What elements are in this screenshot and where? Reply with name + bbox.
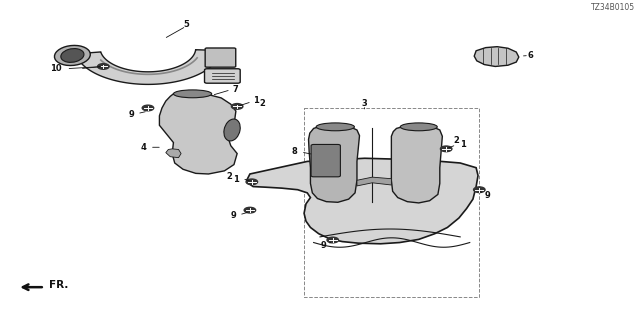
Circle shape [474,187,485,193]
Text: 10: 10 [51,64,62,73]
Ellipse shape [224,119,240,141]
Text: FR.: FR. [49,280,68,290]
FancyBboxPatch shape [205,48,236,67]
Text: 6: 6 [527,51,533,60]
FancyBboxPatch shape [205,69,240,83]
Text: TZ34B0105: TZ34B0105 [591,3,636,12]
Text: 9: 9 [128,110,134,119]
Ellipse shape [61,49,84,62]
Text: 3: 3 [362,99,367,108]
Polygon shape [308,124,360,202]
Bar [304,108,479,297]
Polygon shape [474,47,519,67]
Text: 7: 7 [232,84,238,94]
Text: 2: 2 [259,100,266,108]
Ellipse shape [173,90,212,98]
Text: 9: 9 [484,191,490,200]
Circle shape [244,207,255,213]
Circle shape [98,64,109,69]
Circle shape [440,146,452,152]
Text: 9: 9 [230,211,236,220]
Polygon shape [76,50,221,84]
Circle shape [142,105,154,111]
Polygon shape [166,149,181,158]
Ellipse shape [400,123,437,131]
Text: 1: 1 [253,96,259,105]
Text: 1: 1 [460,140,466,148]
Circle shape [246,179,257,185]
Ellipse shape [54,45,90,66]
Polygon shape [246,158,478,244]
Polygon shape [159,92,237,174]
Text: 2: 2 [454,137,460,146]
Circle shape [327,237,339,243]
Polygon shape [392,124,442,203]
Text: 5: 5 [183,20,189,29]
Text: 1: 1 [232,175,239,184]
Text: 4: 4 [141,143,147,152]
FancyBboxPatch shape [311,144,340,177]
Text: 9: 9 [321,241,326,250]
Polygon shape [357,177,392,186]
Ellipse shape [316,123,355,131]
Text: 8: 8 [292,147,298,156]
Circle shape [232,104,243,109]
Text: 2: 2 [226,172,232,181]
